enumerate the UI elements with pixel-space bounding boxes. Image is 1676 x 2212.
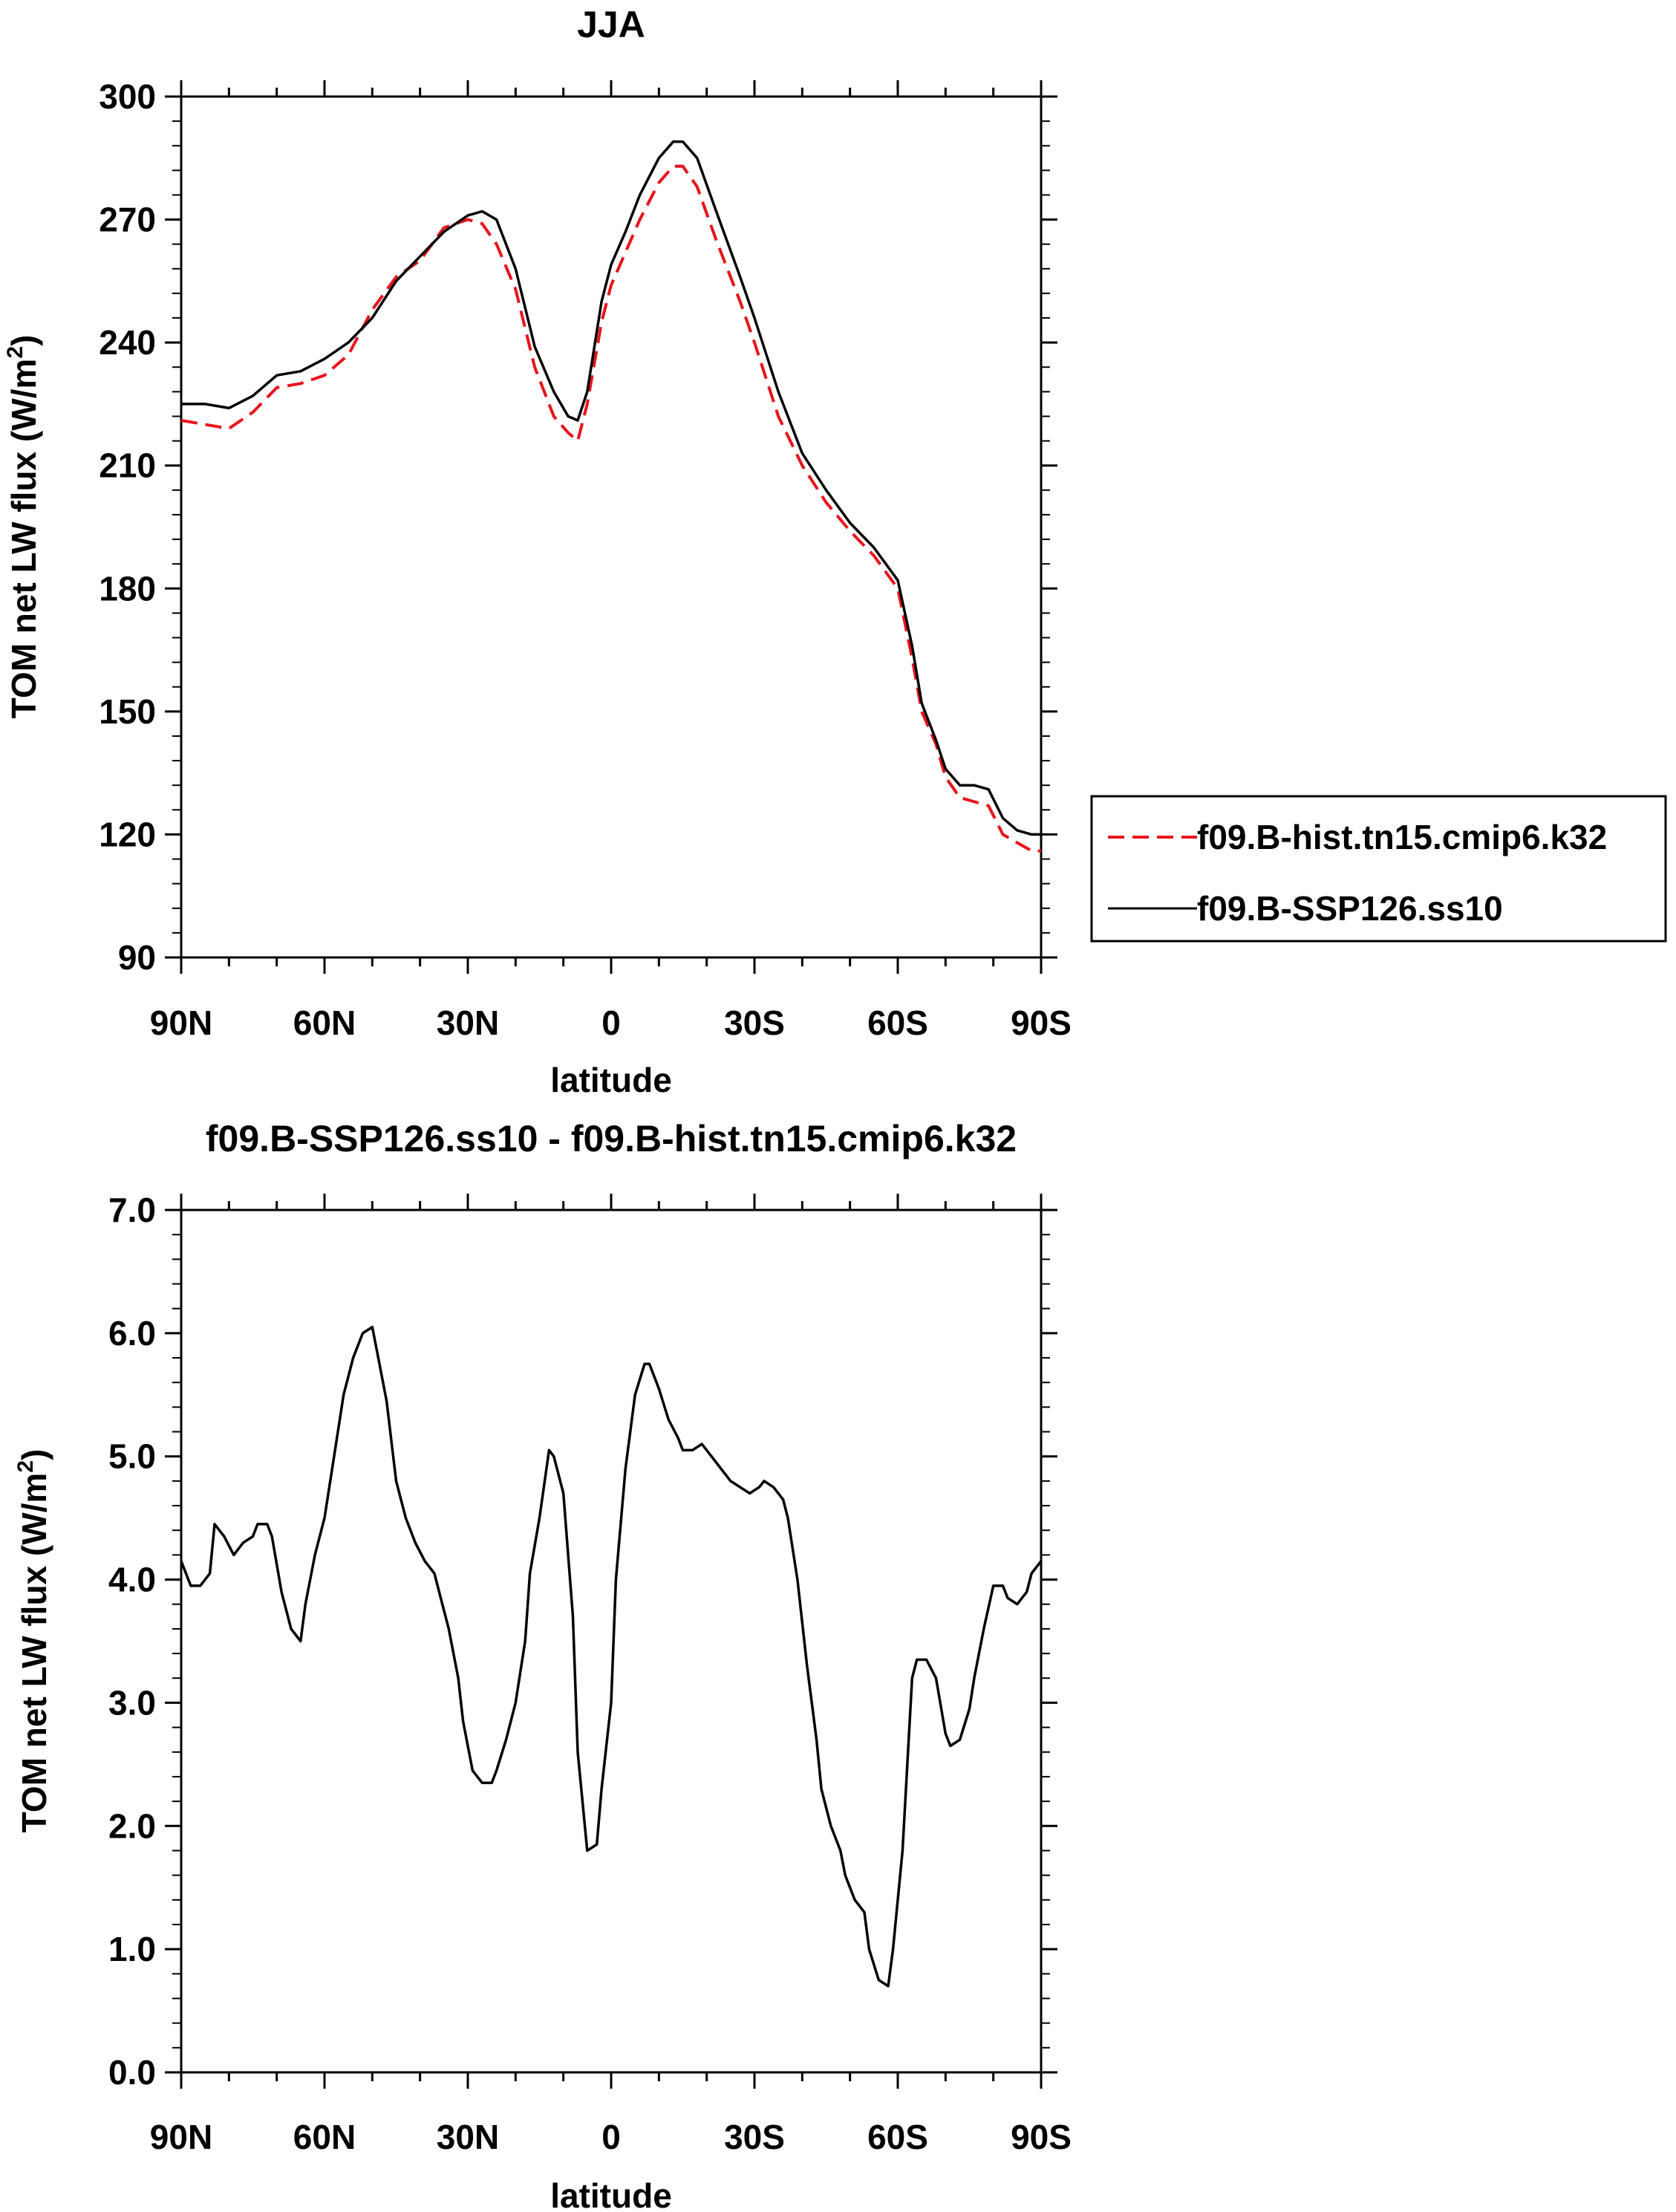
top-chart-y-tick-label: 120 — [99, 815, 156, 853]
top-chart-series — [180, 140, 1041, 853]
bottom-chart-y-tick-label: 3.0 — [108, 1683, 156, 1722]
bottom-chart-y-tick-label: 0.0 — [108, 2053, 156, 2092]
bottom-chart-y-tick-label: 6.0 — [108, 1314, 156, 1353]
top-chart-series-line-1 — [181, 140, 1041, 836]
top-chart-y-tick-label: 240 — [99, 323, 156, 362]
bottom-chart-y-axis-label: TOM net LW flux (W/m2) — [13, 1449, 53, 1833]
top-chart-plot-frame — [180, 95, 1043, 959]
top-chart-x-tick-label: 90N — [150, 1003, 212, 1042]
legend-label-ssp126: f09.B-SSP126.ss10 — [1197, 889, 1503, 928]
bottom-chart-tick-labels: 90N 60N 30N 0 30S 60S 90S 0.0 1.0 2.0 3.0 4.0 5.0 6.0… — [108, 1191, 1072, 2156]
bottom-chart-x-tick-label: 90N — [150, 2118, 212, 2156]
top-chart-ticks — [165, 80, 1057, 974]
top-chart-y-tick-label: 90 — [118, 938, 156, 977]
legend-entry-ssp126: f09.B-SSP126.ss10 — [1108, 889, 1503, 928]
legend-entry-hist: f09.B-hist.tn15.cmip6.k32 — [1108, 818, 1607, 856]
top-chart-y-tick-label: 150 — [99, 692, 156, 731]
top-chart-y-tick-label: 180 — [99, 569, 156, 608]
bottom-chart-panel: f09.B-SSP126.ss10 - f09.B-hist.tn15.cmip… — [13, 1118, 1072, 2212]
bottom-chart-plot-frame — [180, 1209, 1043, 2074]
top-chart-x-tick-label: 60N — [293, 1003, 356, 1042]
bottom-chart-ticks — [165, 1194, 1057, 2089]
bottom-chart-x-tick-label: 60S — [867, 2118, 928, 2156]
bottom-chart-title: f09.B-SSP126.ss10 - f09.B-hist.tn15.cmip… — [206, 1118, 1017, 1159]
bottom-chart-y-tick-label: 5.0 — [108, 1437, 156, 1476]
bottom-chart-x-tick-label: 30N — [437, 2118, 499, 2156]
bottom-chart-x-tick-label: 30S — [724, 2118, 785, 2156]
legend: f09.B-hist.tn15.cmip6.k32 f09.B-SSP126.s… — [1090, 795, 1667, 943]
top-chart-y-axis-label: TOM net LW flux (W/m2) — [3, 335, 43, 719]
top-chart-x-tick-label: 30N — [437, 1003, 499, 1042]
bottom-chart-x-tick-label: 0 — [601, 2118, 621, 2156]
bottom-chart-y-tick-label: 2.0 — [108, 1806, 156, 1845]
top-chart-y-tick-label: 210 — [99, 446, 156, 485]
legend-box — [1090, 795, 1667, 943]
bottom-chart-x-axis-label: latitude — [550, 2176, 672, 2212]
top-chart-x-tick-label: 60S — [867, 1003, 928, 1042]
top-chart-tick-labels: 90N 60N 30N 0 30S 60S 90S 90 120 150 180 210 240 270 3… — [99, 77, 1072, 1042]
bottom-chart-x-tick-label: 90S — [1011, 2118, 1072, 2156]
bottom-chart-series — [180, 1325, 1043, 1988]
top-chart-title: JJA — [577, 4, 645, 45]
bottom-chart-y-tick-label: 4.0 — [108, 1561, 156, 1599]
top-chart-x-tick-label: 90S — [1011, 1003, 1072, 1042]
top-chart-panel: JJA 90N 60N 30N 0 30S 60S 90S 90 120 150 180 210 240… — [3, 4, 1667, 1099]
bottom-chart-y-tick-label: 7.0 — [108, 1191, 156, 1229]
top-chart-x-axis-label: latitude — [550, 1061, 672, 1099]
top-chart-x-tick-label: 30S — [724, 1003, 785, 1042]
bottom-chart-series-line-0 — [180, 1325, 1043, 1988]
top-chart-y-tick-label: 300 — [99, 77, 156, 116]
bottom-chart-y-tick-label: 1.0 — [108, 1930, 156, 1968]
top-chart-x-tick-label: 0 — [601, 1003, 621, 1042]
legend-label-hist: f09.B-hist.tn15.cmip6.k32 — [1197, 818, 1607, 856]
top-chart-y-tick-label: 270 — [99, 201, 156, 239]
bottom-chart-x-tick-label: 60N — [293, 2118, 356, 2156]
